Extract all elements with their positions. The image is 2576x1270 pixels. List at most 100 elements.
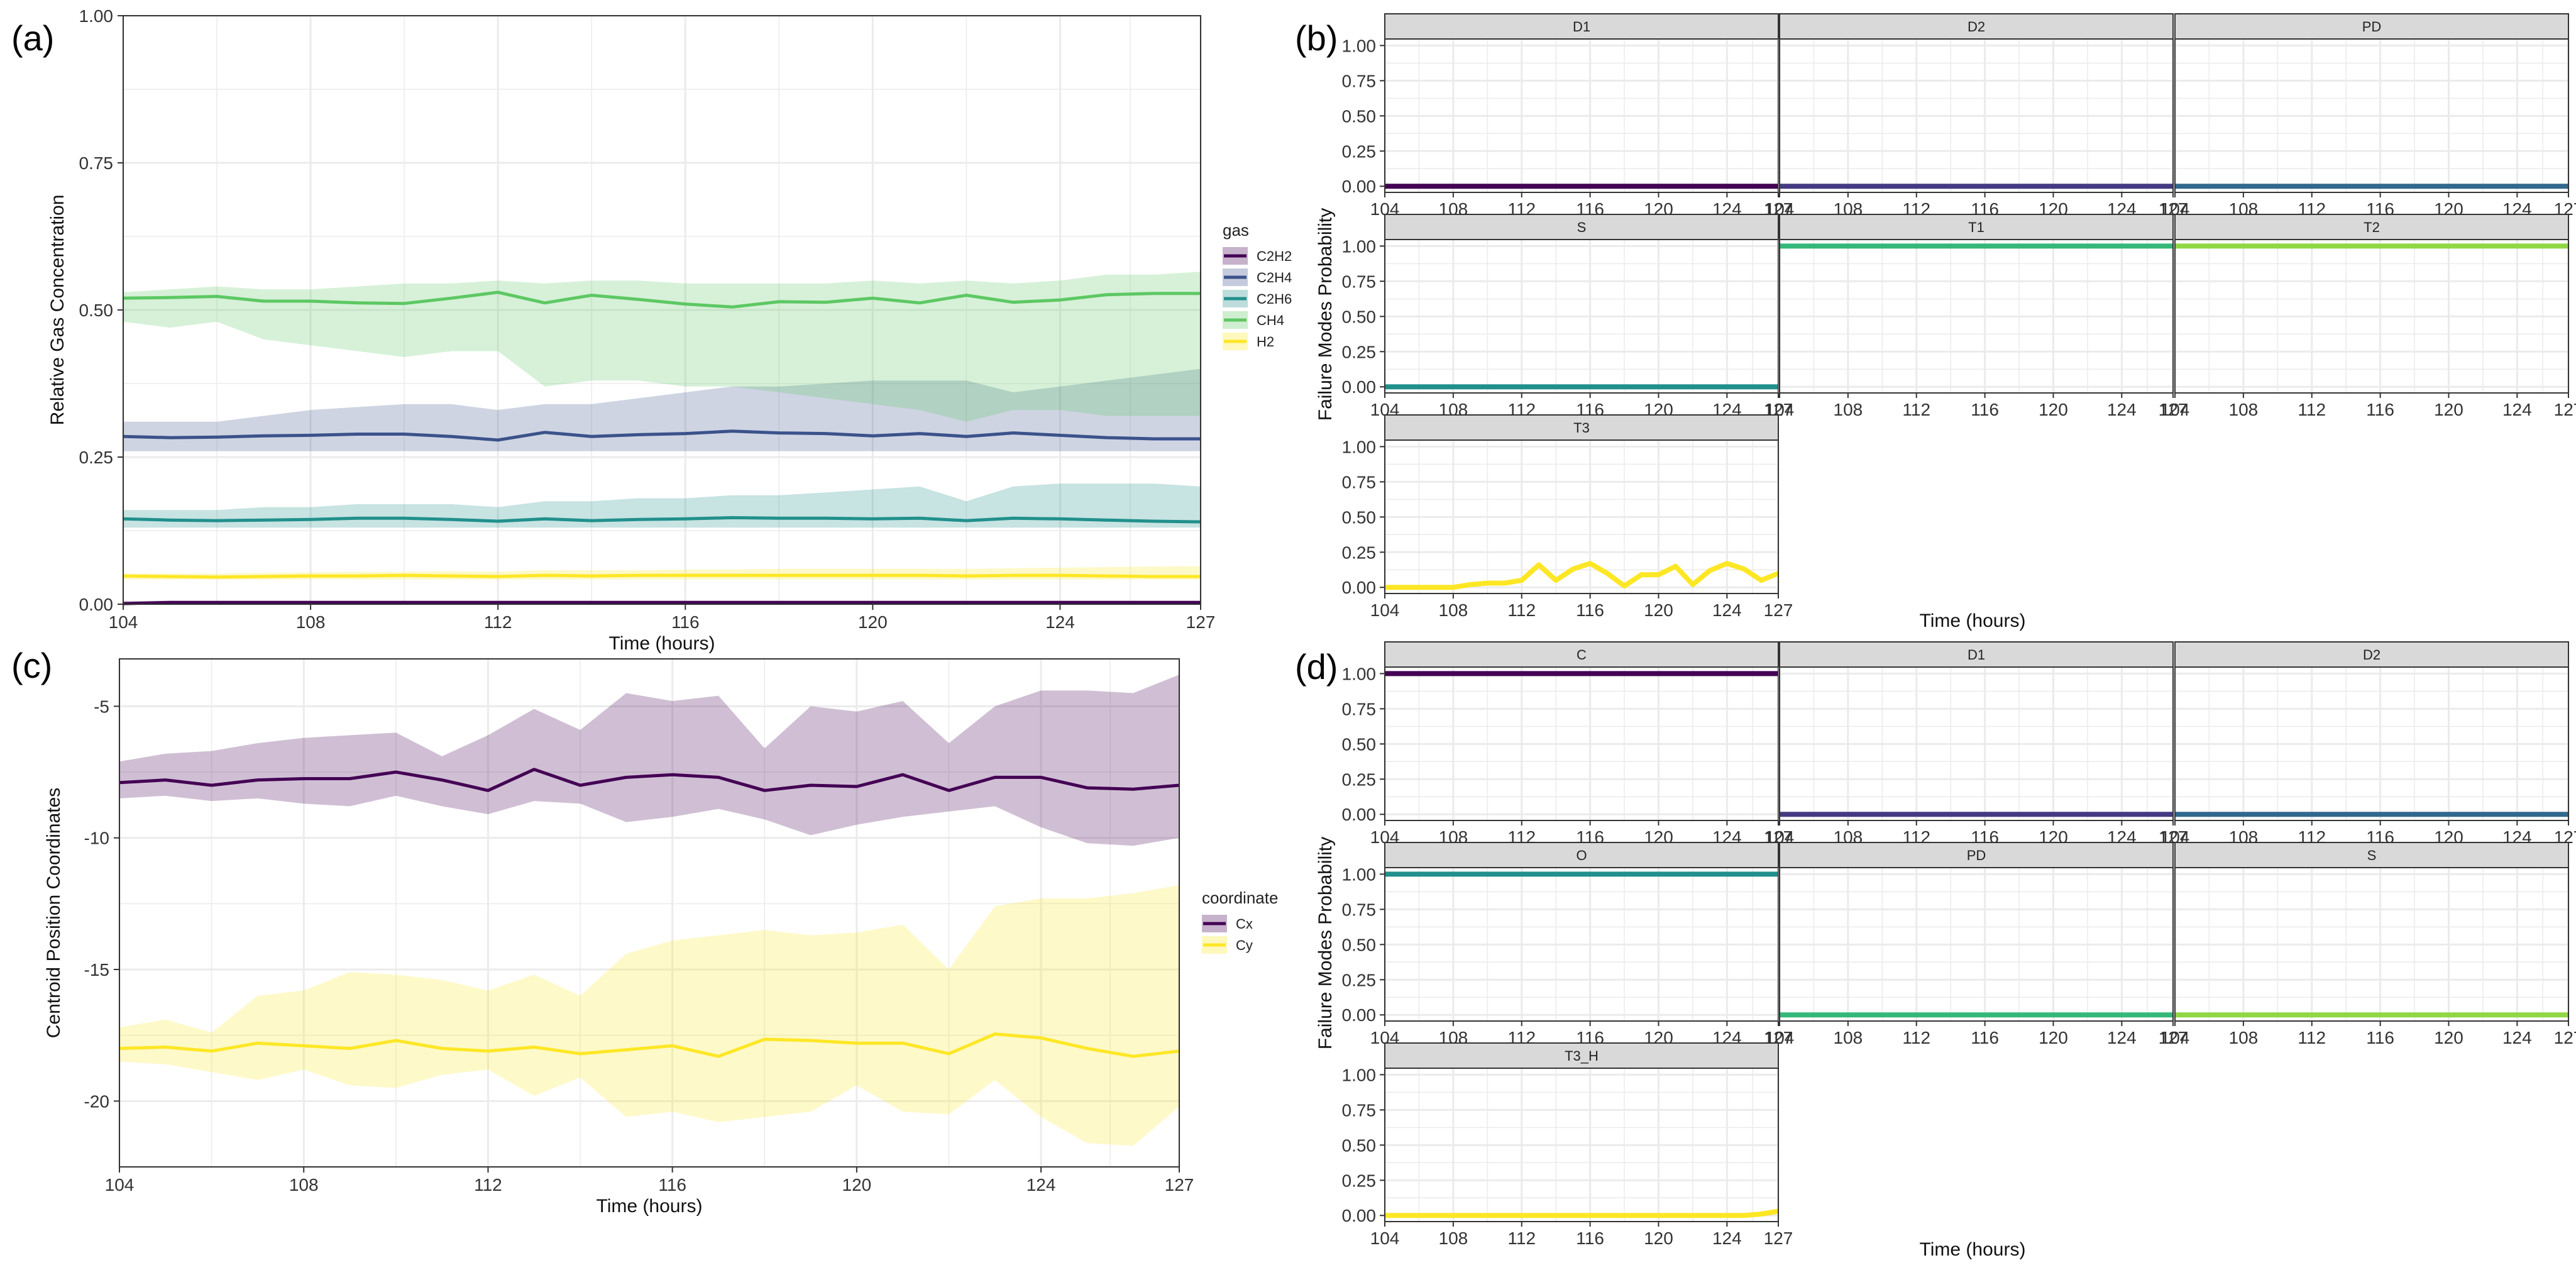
x-tick-label: 112 bbox=[474, 1175, 502, 1195]
series-line-c2h2 bbox=[123, 600, 1201, 605]
legend-label: Cy bbox=[1236, 937, 1253, 953]
y-tick-label: 0.00 bbox=[1342, 1005, 1377, 1025]
x-tick-label: 127 bbox=[2159, 1028, 2188, 1047]
facet-strip-label: C bbox=[1577, 647, 1587, 663]
x-tick-label: 127 bbox=[1764, 1229, 1793, 1248]
facet-series-line bbox=[1385, 561, 1780, 590]
y-tick-label: 1.00 bbox=[1342, 236, 1377, 256]
legend-label: C2H6 bbox=[1257, 291, 1292, 307]
x-tick-label: 116 bbox=[1971, 400, 1999, 419]
x-tick-label: 108 bbox=[1439, 1229, 1468, 1248]
y-tick-label: 1.00 bbox=[1342, 1065, 1377, 1085]
facet-border bbox=[1779, 239, 2174, 394]
y-tick-label: -5 bbox=[94, 697, 109, 716]
y-tick-label: 0.00 bbox=[1342, 1206, 1377, 1225]
facet-strip-label: O bbox=[1576, 848, 1587, 863]
facet-series-line bbox=[1385, 1208, 1779, 1218]
facet-strip bbox=[1384, 414, 1779, 441]
x-tick-label: 116 bbox=[671, 612, 700, 632]
facet-strip bbox=[1384, 214, 1779, 240]
y-axis-title: Centroid Position Coordinates bbox=[43, 788, 64, 1039]
facet-strip bbox=[2174, 214, 2569, 240]
x-tick-label: 108 bbox=[1834, 400, 1863, 419]
y-tick-label: 1.00 bbox=[1342, 664, 1377, 683]
x-tick-label: 104 bbox=[1370, 1229, 1400, 1248]
y-tick-label: 0.00 bbox=[1342, 177, 1377, 196]
x-tick-label: 104 bbox=[2160, 400, 2190, 419]
facet-border bbox=[2174, 867, 2569, 1022]
x-tick-label: 104 bbox=[105, 1175, 135, 1195]
y-tick-label: 0.00 bbox=[1342, 805, 1377, 824]
facet-strip-label: T2 bbox=[2364, 219, 2380, 235]
ribbon-c2h4 bbox=[123, 368, 1201, 451]
x-tick-label: 104 bbox=[2160, 1028, 2190, 1047]
x-tick-label: 127 bbox=[1186, 612, 1216, 632]
y-axis-title: Failure Modes Probability bbox=[1315, 837, 1336, 1049]
facet-strip-label: T3_H bbox=[1565, 1048, 1599, 1064]
facet-border bbox=[1779, 666, 2174, 821]
facet-strip bbox=[2174, 641, 2569, 668]
x-tick-label: 120 bbox=[2039, 400, 2068, 419]
facet-border bbox=[2174, 666, 2569, 821]
x-tick-label: 116 bbox=[1971, 1028, 1999, 1047]
y-tick-label: 0.50 bbox=[1342, 734, 1377, 754]
x-tick-label: 120 bbox=[2434, 400, 2463, 419]
y-tick-label: 1.00 bbox=[79, 6, 114, 26]
ribbon-ch4 bbox=[123, 272, 1201, 422]
series-line-c2h4 bbox=[123, 429, 1201, 442]
x-tick-label: 116 bbox=[658, 1175, 686, 1195]
y-tick-label: 0.50 bbox=[1342, 1135, 1377, 1155]
x-tick-label: 120 bbox=[2039, 1028, 2068, 1047]
x-tick-label: 108 bbox=[2229, 1028, 2259, 1047]
y-tick-label: 1.00 bbox=[1342, 864, 1377, 884]
y-tick-label: 0.25 bbox=[1342, 1171, 1377, 1190]
facet-strip bbox=[1779, 842, 2174, 868]
panel-label: (b) bbox=[1295, 18, 1338, 58]
series-line-ch4 bbox=[123, 290, 1201, 309]
facet-strip-label: T1 bbox=[1968, 219, 1984, 235]
x-tick-label: 127 bbox=[1165, 1175, 1194, 1195]
x-tick-label: 116 bbox=[1576, 1229, 1604, 1248]
y-axis-title: Relative Gas Concentration bbox=[47, 195, 68, 426]
facet-border bbox=[2174, 239, 2569, 394]
facet-strip-label: S bbox=[2367, 848, 2377, 863]
x-tick-label: 108 bbox=[296, 612, 326, 632]
x-tick-label: 112 bbox=[2298, 1028, 2326, 1047]
facet-border bbox=[1779, 38, 2174, 193]
x-tick-label: 104 bbox=[1370, 600, 1400, 620]
facet-strip-label: PD bbox=[2362, 19, 2382, 35]
x-tick-label: 120 bbox=[842, 1175, 872, 1195]
panel-border bbox=[119, 658, 1180, 1168]
facet-strip-label: PD bbox=[1967, 848, 1986, 863]
ribbon-cy bbox=[119, 885, 1179, 1146]
y-axis-title: Failure Modes Probability bbox=[1315, 208, 1336, 421]
facet-strip-label: D1 bbox=[1573, 19, 1590, 35]
x-tick-label: 120 bbox=[1644, 600, 1673, 620]
y-tick-label: 0.50 bbox=[1342, 935, 1377, 954]
facet-border bbox=[1779, 867, 2174, 1022]
y-tick-label: 0.00 bbox=[1342, 377, 1377, 397]
x-tick-label: 116 bbox=[2366, 1028, 2394, 1047]
legend-label: C2H2 bbox=[1257, 248, 1292, 264]
panel-label: (d) bbox=[1295, 647, 1338, 687]
facet-strip-label: D1 bbox=[1968, 647, 1985, 663]
y-tick-label: 0.75 bbox=[1342, 71, 1377, 91]
x-tick-label: 116 bbox=[2366, 400, 2394, 419]
series-line-h2 bbox=[123, 573, 1201, 579]
facet-strip bbox=[1384, 842, 1779, 868]
y-tick-label: 0.75 bbox=[1342, 699, 1377, 719]
facet-strip bbox=[1384, 641, 1779, 668]
legend-label: C2H4 bbox=[1257, 270, 1292, 285]
x-tick-label: 127 bbox=[2554, 1028, 2576, 1047]
ribbon-cx bbox=[119, 675, 1179, 846]
x-tick-label: 112 bbox=[1902, 400, 1930, 419]
y-tick-label: 0.00 bbox=[79, 595, 114, 614]
series-line-cx bbox=[119, 768, 1180, 792]
facet-strip bbox=[1779, 641, 2174, 668]
facet-strip-label: S bbox=[1577, 219, 1587, 235]
legend-title: gas bbox=[1223, 221, 1249, 240]
y-tick-label: 0.75 bbox=[1342, 272, 1377, 291]
x-tick-label: 124 bbox=[1045, 612, 1075, 632]
y-tick-label: 0.75 bbox=[1342, 472, 1377, 492]
series-line-cy bbox=[119, 1032, 1180, 1058]
